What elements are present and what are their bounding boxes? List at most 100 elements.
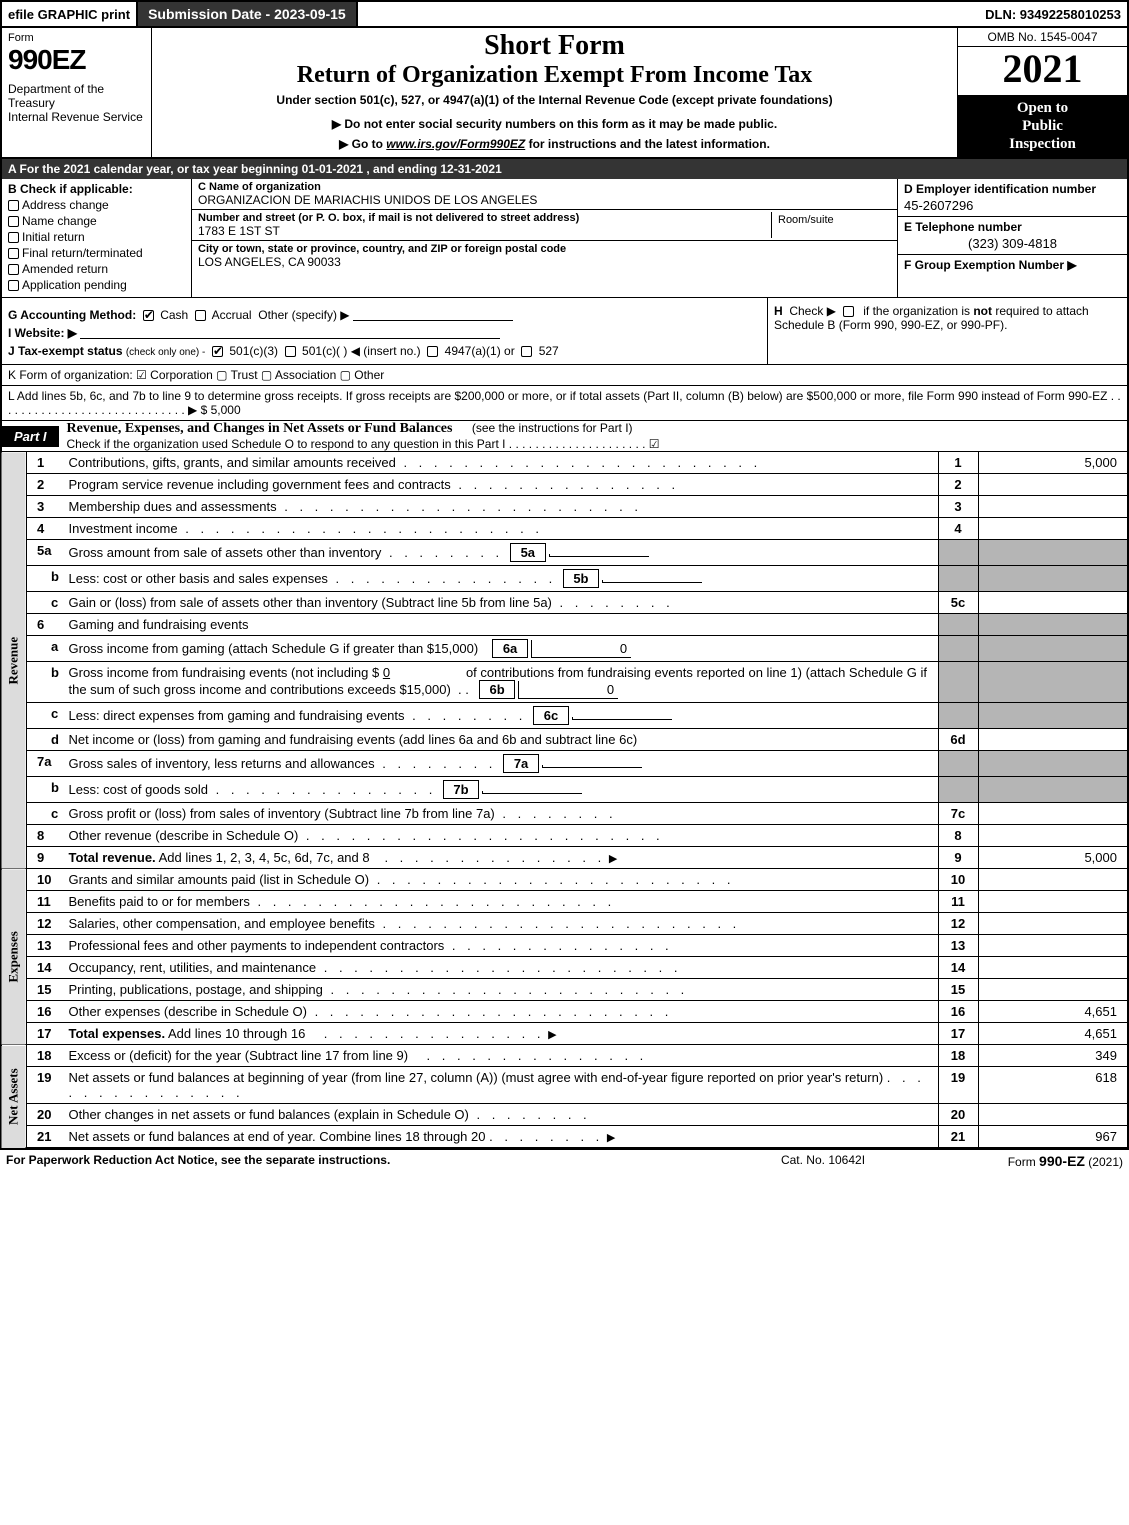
i-website: I Website: ▶	[8, 326, 761, 340]
cb-amended-return[interactable]: Amended return	[8, 262, 185, 276]
netassets-side-label: Net Assets	[1, 1045, 27, 1148]
t1: 501(c)(3)	[229, 344, 278, 358]
box-num: 5c	[938, 592, 978, 614]
goto-pre: ▶ Go to	[339, 137, 386, 151]
line-num: 4	[27, 518, 65, 540]
checkbox-icon[interactable]	[8, 216, 19, 227]
line-num: 16	[27, 1001, 65, 1023]
part1-tab: Part I	[2, 426, 59, 447]
cb-address-change[interactable]: Address change	[8, 198, 185, 212]
c-column: C Name of organization ORGANIZACION DE M…	[192, 179, 897, 297]
line-value	[978, 803, 1128, 825]
irs-link[interactable]: www.irs.gov/Form990EZ	[386, 137, 525, 151]
table-row: 14 Occupancy, rent, utilities, and maint…	[1, 957, 1128, 979]
other-blank[interactable]	[353, 309, 513, 321]
line-text: Professional fees and other payments to …	[65, 935, 939, 957]
box-num: 13	[938, 935, 978, 957]
box-shaded	[938, 777, 978, 803]
cat-number: Cat. No. 10642I	[723, 1153, 923, 1169]
l6b-amt: 0	[383, 665, 390, 680]
val-shaded	[978, 662, 1128, 703]
mini-val	[549, 554, 649, 557]
open-inspection-box: Open to Public Inspection	[958, 95, 1127, 157]
h-text: H Check ▶ if the organization is not req…	[774, 304, 1089, 332]
mini-box: 7a	[503, 754, 539, 773]
cb-label: Name change	[22, 214, 97, 228]
department: Department of theTreasuryInternal Revenu…	[8, 82, 145, 124]
line-num: 19	[27, 1067, 65, 1104]
return-title: Return of Organization Exempt From Incom…	[158, 62, 951, 89]
expenses-side-label: Expenses	[1, 869, 27, 1045]
accrual-label: Accrual	[212, 308, 252, 322]
cb-final-return[interactable]: Final return/terminated	[8, 246, 185, 260]
revenue-side-label: Revenue	[1, 452, 27, 869]
box-num: 14	[938, 957, 978, 979]
website-blank[interactable]	[80, 327, 500, 339]
val-shaded	[978, 614, 1128, 636]
checkbox-icon[interactable]	[8, 200, 19, 211]
cb-label: Amended return	[22, 262, 108, 276]
val-shaded	[978, 751, 1128, 777]
line-text: Grants and similar amounts paid (list in…	[65, 869, 939, 891]
checkbox-cash-icon[interactable]	[143, 310, 154, 321]
line-value: 4,651	[978, 1023, 1128, 1045]
row-a-tax-year: A For the 2021 calendar year, or tax yea…	[0, 159, 1129, 179]
table-row: c Less: direct expenses from gaming and …	[1, 703, 1128, 729]
line-num: 18	[27, 1045, 65, 1067]
telephone-number: (323) 309-4818	[904, 236, 1121, 251]
box-num: 6d	[938, 729, 978, 751]
line-text: Contributions, gifts, grants, and simila…	[65, 452, 939, 474]
line-num: 12	[27, 913, 65, 935]
mini-val-6a: 0	[531, 640, 631, 658]
city-label: City or town, state or province, country…	[198, 243, 891, 255]
d-ein-row: D Employer identification number 45-2607…	[898, 179, 1127, 217]
line-text: Gross sales of inventory, less returns a…	[65, 751, 939, 777]
mini-box: 5a	[510, 543, 546, 562]
table-row: Expenses 10 Grants and similar amounts p…	[1, 869, 1128, 891]
line-text: Other revenue (describe in Schedule O)	[65, 825, 939, 847]
checkbox-icon[interactable]	[8, 248, 19, 259]
submission-date: Submission Date - 2023-09-15	[136, 2, 358, 26]
cb-application-pending[interactable]: Application pending	[8, 278, 185, 292]
checkbox-4947-icon[interactable]	[427, 346, 438, 357]
line-text: Total revenue. Add lines 1, 2, 3, 4, 5c,…	[65, 847, 939, 869]
footer-form-number: Form 990-EZ (2021)	[923, 1153, 1123, 1169]
checkbox-527-icon[interactable]	[521, 346, 532, 357]
cb-name-change[interactable]: Name change	[8, 214, 185, 228]
box-shaded	[938, 636, 978, 662]
line-text: Net income or (loss) from gaming and fun…	[65, 729, 939, 751]
box-shaded	[938, 703, 978, 729]
checkbox-501c3-icon[interactable]	[212, 346, 223, 357]
short-form-title: Short Form	[158, 30, 951, 62]
line-text: Gross income from fundraising events (no…	[65, 662, 939, 703]
mini-box: 6b	[479, 680, 515, 699]
checkbox-icon[interactable]	[8, 280, 19, 291]
checkbox-schedule-b-icon[interactable]	[843, 306, 854, 317]
checkbox-icon[interactable]	[8, 264, 19, 275]
line-num: 10	[27, 869, 65, 891]
line-text: Benefits paid to or for members	[65, 891, 939, 913]
j-sub: (check only one) -	[126, 347, 205, 358]
table-row: 7a Gross sales of inventory, less return…	[1, 751, 1128, 777]
checkbox-501c-icon[interactable]	[285, 346, 296, 357]
box-shaded	[938, 614, 978, 636]
checkbox-icon[interactable]	[8, 232, 19, 243]
l-gross-receipts: L Add lines 5b, 6c, and 7b to line 9 to …	[2, 385, 1127, 420]
checkbox-accrual-icon[interactable]	[195, 310, 206, 321]
table-row: 16 Other expenses (describe in Schedule …	[1, 1001, 1128, 1023]
line-value: 967	[978, 1126, 1128, 1149]
line-text: Less: direct expenses from gaming and fu…	[65, 703, 939, 729]
t3: 4947(a)(1) or	[445, 344, 515, 358]
arrow-icon	[548, 1026, 556, 1041]
form-bold: 990-EZ	[1039, 1153, 1085, 1169]
kl-block: K Form of organization: ☑ Corporation ▢ …	[0, 365, 1129, 421]
expenses-table: Expenses 10 Grants and similar amounts p…	[0, 869, 1129, 1045]
cb-initial-return[interactable]: Initial return	[8, 230, 185, 244]
line-num: c	[27, 703, 65, 729]
form-pre: Form	[1008, 1155, 1039, 1169]
val-shaded	[978, 540, 1128, 566]
val-shaded	[978, 566, 1128, 592]
box-num: 17	[938, 1023, 978, 1045]
tax-year: 2021	[958, 47, 1127, 95]
line-num: 13	[27, 935, 65, 957]
